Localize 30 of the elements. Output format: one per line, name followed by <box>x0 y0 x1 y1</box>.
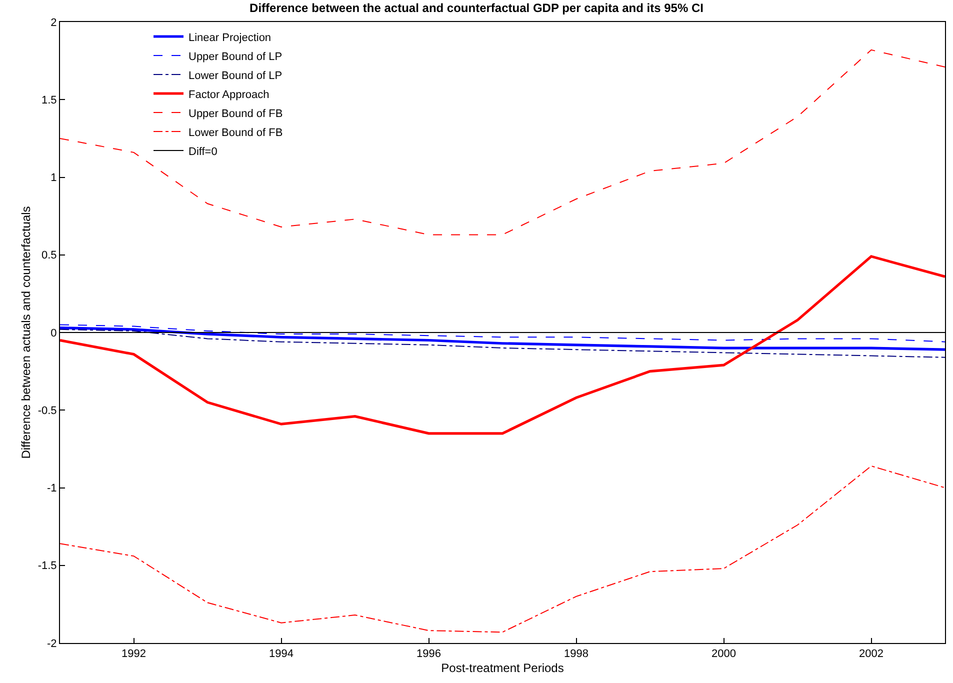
x-tick-label: 2002 <box>859 648 884 660</box>
line-series <box>60 328 945 358</box>
legend-label: Diff=0 <box>188 146 218 158</box>
y-tick-label: -1.5 <box>38 560 57 572</box>
y-tick-label: -0.5 <box>38 404 57 417</box>
x-tick-label: 2000 <box>712 648 736 660</box>
x-tick-label: 1996 <box>416 648 441 660</box>
y-tick-label: 2 <box>50 16 57 29</box>
line-series <box>60 326 945 351</box>
legend-label: Linear Projection <box>188 32 272 44</box>
y-tick-label: 0.5 <box>42 250 57 262</box>
legend-label: Upper Bound of FB <box>188 108 283 120</box>
y-tick-label: -1 <box>47 482 57 495</box>
legend-label: Lower Bound of FB <box>188 126 283 139</box>
x-tick-label: 1994 <box>269 648 294 660</box>
y-tick-label: 0 <box>50 327 57 340</box>
legend-label: Upper Bound of LP <box>188 50 282 63</box>
line-series <box>60 466 945 633</box>
legend-label: Lower Bound of LP <box>188 70 282 82</box>
legend-label: Factor Approach <box>188 88 270 101</box>
y-axis-title: Difference between actuals and counterfactuals <box>19 206 34 459</box>
y-tick-label: 1.5 <box>42 94 57 106</box>
line-series <box>60 49 945 236</box>
line-series <box>60 255 945 435</box>
x-axis-title: Post-treatment Periods <box>441 661 564 676</box>
chart-title: Difference between the actual and counterfactual GDP per capita and its 95% CI <box>250 0 704 15</box>
x-tick-label: 1992 <box>122 648 146 660</box>
y-tick-label: 1 <box>50 172 57 184</box>
x-tick-label: 1998 <box>564 648 588 660</box>
y-tick-label: -2 <box>47 638 57 650</box>
